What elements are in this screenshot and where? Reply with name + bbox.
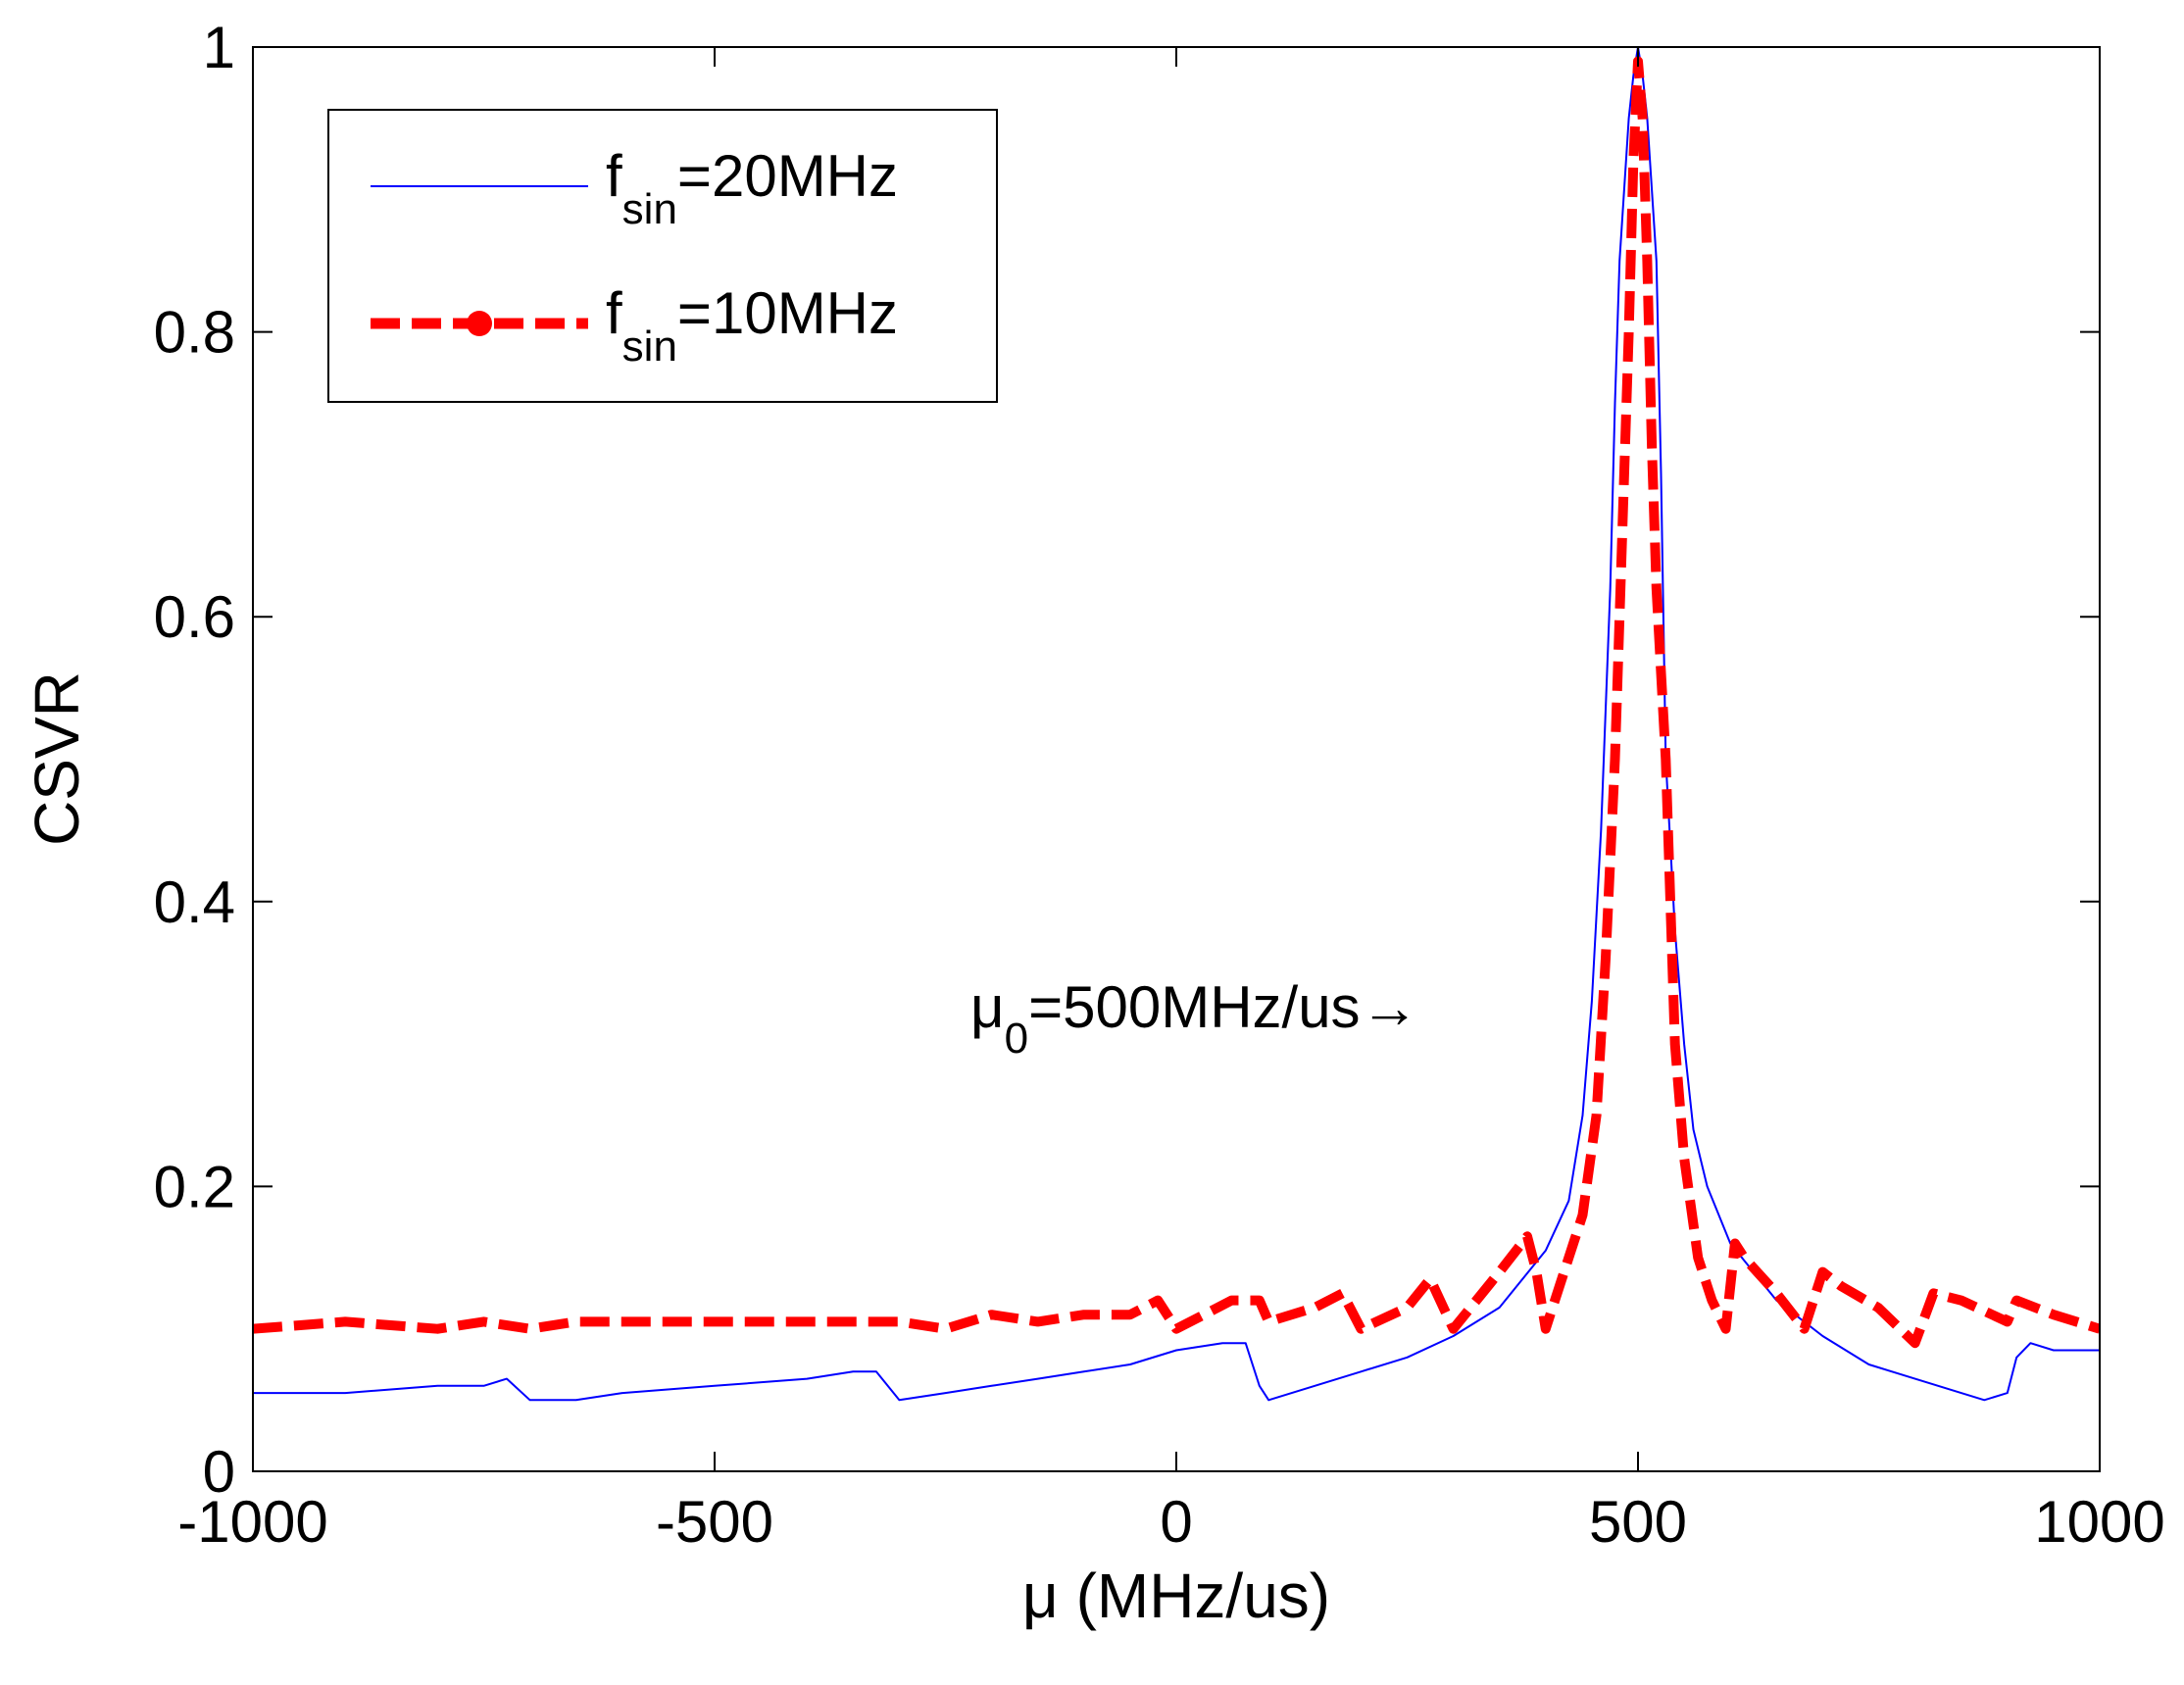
series-line-10mhz bbox=[253, 56, 2100, 1349]
tick-layer: -1000 -500 0 500 1000 0 0.2 0.4 0.6 0.8 1 bbox=[154, 15, 2165, 1555]
peak-annotation: μ0=500MHz/us→ bbox=[970, 974, 1419, 1063]
series-line-20mhz bbox=[253, 47, 2100, 1402]
y-axis-label: CSVR bbox=[22, 671, 92, 846]
legend-label-10mhz: fsin=10MHz bbox=[606, 280, 898, 371]
x-axis-label: μ (MHz/us) bbox=[1022, 1561, 1330, 1631]
y-tick-label: 0.4 bbox=[154, 869, 235, 935]
legend-20mhz-base: f bbox=[606, 143, 622, 209]
annotation-rest: =500MHz/us→ bbox=[1028, 974, 1419, 1040]
legend-label-20mhz: fsin=20MHz bbox=[606, 143, 898, 233]
legend-10mhz-sub: sin bbox=[622, 322, 677, 371]
annotation-sub: 0 bbox=[1005, 1015, 1028, 1063]
x-tick-label: 1000 bbox=[2034, 1489, 2164, 1555]
annotation-mu: μ bbox=[970, 974, 1005, 1040]
legend-10mhz-base: f bbox=[606, 280, 622, 346]
y-tick-label: 0.6 bbox=[154, 584, 235, 650]
x-tick-label: -1000 bbox=[177, 1489, 327, 1555]
legend: fsin=20MHz fsin=10MHz bbox=[327, 109, 998, 403]
x-tick-label: -500 bbox=[656, 1489, 773, 1555]
y-tick-label: 0 bbox=[203, 1439, 235, 1505]
legend-20mhz-rest: =20MHz bbox=[677, 143, 898, 209]
y-tick-label: 0.8 bbox=[154, 300, 235, 366]
y-tick-label: 0.2 bbox=[154, 1154, 235, 1219]
legend-10mhz-rest: =10MHz bbox=[677, 280, 898, 346]
series-layer bbox=[253, 47, 2100, 1402]
x-tick-label: 0 bbox=[1160, 1489, 1192, 1555]
legend-marker-10mhz bbox=[467, 311, 492, 336]
y-tick-label: 1 bbox=[203, 15, 235, 80]
legend-box bbox=[327, 109, 998, 403]
legend-20mhz-sub: sin bbox=[622, 185, 677, 233]
x-tick-label: 500 bbox=[1589, 1489, 1687, 1555]
plot-frame bbox=[252, 46, 2101, 1472]
